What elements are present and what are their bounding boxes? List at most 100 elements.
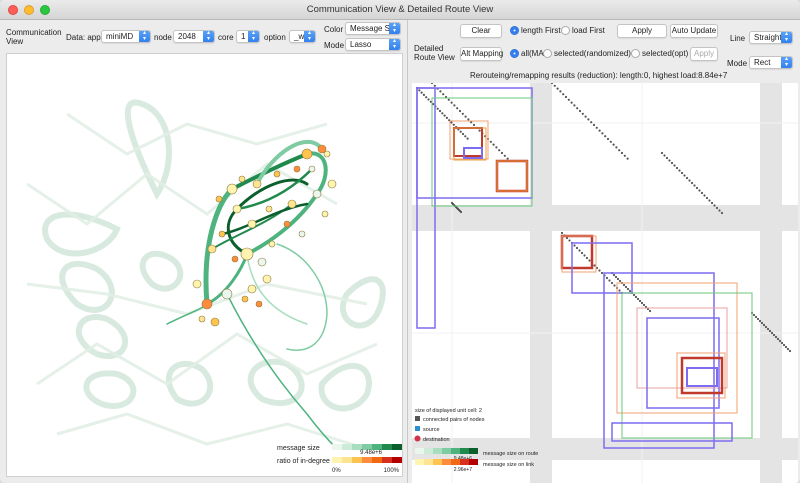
graph-node[interactable] xyxy=(265,205,273,213)
graph-node[interactable] xyxy=(321,210,329,218)
route-swatch xyxy=(442,448,451,454)
graph-node[interactable] xyxy=(247,284,257,294)
graph-node[interactable] xyxy=(215,195,223,203)
maximize-window-button[interactable] xyxy=(40,5,50,15)
pair-dot xyxy=(754,315,758,319)
graph-node[interactable] xyxy=(327,179,337,189)
close-window-button[interactable] xyxy=(8,5,18,15)
app-select[interactable]: miniMD ▴ ▾ xyxy=(101,30,151,43)
graph-node[interactable] xyxy=(268,240,276,248)
pair-dot xyxy=(442,93,445,96)
apply-selected-button[interactable]: Apply xyxy=(690,47,718,61)
route-swatch xyxy=(433,448,442,454)
right-mode-select[interactable]: Rect ▴ ▾ xyxy=(749,56,793,69)
pair-dot xyxy=(705,196,709,200)
graph-node[interactable] xyxy=(283,220,291,228)
pair-dot xyxy=(636,297,640,301)
node-label: node xyxy=(154,33,172,42)
graph-node[interactable] xyxy=(287,199,297,209)
graph-node[interactable] xyxy=(201,298,213,310)
graph-node[interactable] xyxy=(262,274,272,284)
pair-dot xyxy=(713,204,716,207)
length-first-radio[interactable]: length First xyxy=(510,26,561,35)
right-mode-label: Mode xyxy=(727,59,748,68)
color-select[interactable]: Message Siz ▴ ▾ xyxy=(345,22,401,35)
message-size-swatch xyxy=(352,444,362,450)
line-select[interactable]: Straight ▴ ▾ xyxy=(749,31,793,44)
all-radio[interactable]: all(MA xyxy=(510,49,544,58)
pair-dot xyxy=(756,317,760,321)
pair-dot xyxy=(770,331,774,335)
pair-dot xyxy=(432,103,435,106)
graph-node[interactable] xyxy=(226,183,238,195)
ratio-swatch xyxy=(352,457,362,463)
communication-view-label-2: View xyxy=(6,37,24,46)
core-select[interactable]: 1 ▴ ▾ xyxy=(236,30,260,43)
panel-divider[interactable] xyxy=(407,20,408,483)
graph-node[interactable] xyxy=(293,165,301,173)
pair-dot xyxy=(612,273,616,277)
graph-node[interactable] xyxy=(255,300,263,308)
minimize-window-button[interactable] xyxy=(24,5,34,15)
graph-node[interactable] xyxy=(301,148,313,160)
pair-dot xyxy=(425,96,428,99)
option-select[interactable]: _w ▴ ▾ xyxy=(289,30,316,43)
pair-dot xyxy=(776,337,780,341)
pair-dot xyxy=(598,129,601,132)
graph-node[interactable] xyxy=(210,317,220,327)
communication-graph-panel[interactable]: message size 9.48e+6 ratio of in-degree … xyxy=(6,53,403,477)
graph-node[interactable] xyxy=(323,150,331,158)
graph-node[interactable] xyxy=(247,219,257,229)
pairs-swatch xyxy=(415,416,420,421)
graph-node[interactable] xyxy=(252,179,262,189)
pair-dot xyxy=(784,345,788,349)
graph-node[interactable] xyxy=(241,295,249,303)
selected-opt-radio[interactable]: selected(opt) xyxy=(631,49,688,58)
pair-dot xyxy=(459,130,462,133)
line-label: Line xyxy=(730,34,746,43)
graph-node[interactable] xyxy=(207,244,217,254)
mode-select[interactable]: Lasso ▴ ▾ xyxy=(345,38,401,51)
load-first-radio[interactable]: load First xyxy=(561,26,605,35)
graph-node[interactable] xyxy=(298,230,306,238)
pair-dot xyxy=(670,161,674,165)
pair-dot xyxy=(780,341,784,345)
graph-node[interactable] xyxy=(221,288,233,300)
pair-dot xyxy=(688,179,691,182)
node-select[interactable]: 2048 ▴ ▾ xyxy=(173,30,215,43)
graph-node[interactable] xyxy=(218,230,226,238)
graph-node[interactable] xyxy=(312,189,322,199)
graph-node[interactable] xyxy=(192,279,202,289)
core-select-value: 1 xyxy=(241,32,246,41)
detailed-route-label: Detailed xyxy=(414,44,444,53)
pair-dot xyxy=(573,244,576,247)
pair-dot xyxy=(786,347,790,351)
communication-graph[interactable]: message size 9.48e+6 ratio of in-degree … xyxy=(7,54,404,478)
graph-node[interactable] xyxy=(240,247,254,261)
pair-dot xyxy=(503,154,506,157)
apply-button[interactable]: Apply xyxy=(617,24,667,38)
graph-node[interactable] xyxy=(273,170,281,178)
alt-mapping-button[interactable]: Alt Mapping xyxy=(460,47,503,61)
route-matrix-panel[interactable]: size of displayed unit cell: 2 connected… xyxy=(412,81,798,483)
clear-button[interactable]: Clear xyxy=(460,24,502,38)
chevron-updown-icon: ▴ ▾ xyxy=(781,32,792,43)
graph-node[interactable] xyxy=(231,255,239,263)
graph-node[interactable] xyxy=(198,315,206,323)
graph-node[interactable] xyxy=(257,257,267,267)
route-matrix[interactable]: size of displayed unit cell: 2 connected… xyxy=(412,81,798,483)
grid-lines xyxy=(412,83,798,483)
auto-update-button[interactable]: Auto Update xyxy=(670,24,718,38)
core-label: core xyxy=(218,33,234,42)
graph-node[interactable] xyxy=(238,175,246,183)
pair-dot xyxy=(626,287,630,291)
ratio-swatch xyxy=(392,457,402,463)
graph-node[interactable] xyxy=(317,144,327,154)
pair-dot xyxy=(458,109,462,113)
graph-node[interactable] xyxy=(232,204,242,214)
radio-selected-icon xyxy=(510,49,519,58)
selected-randomized-radio[interactable]: selected(randomized) xyxy=(543,49,631,58)
node-select-value: 2048 xyxy=(178,32,196,41)
graph-nodes[interactable] xyxy=(192,144,337,327)
graph-node[interactable] xyxy=(308,165,316,173)
